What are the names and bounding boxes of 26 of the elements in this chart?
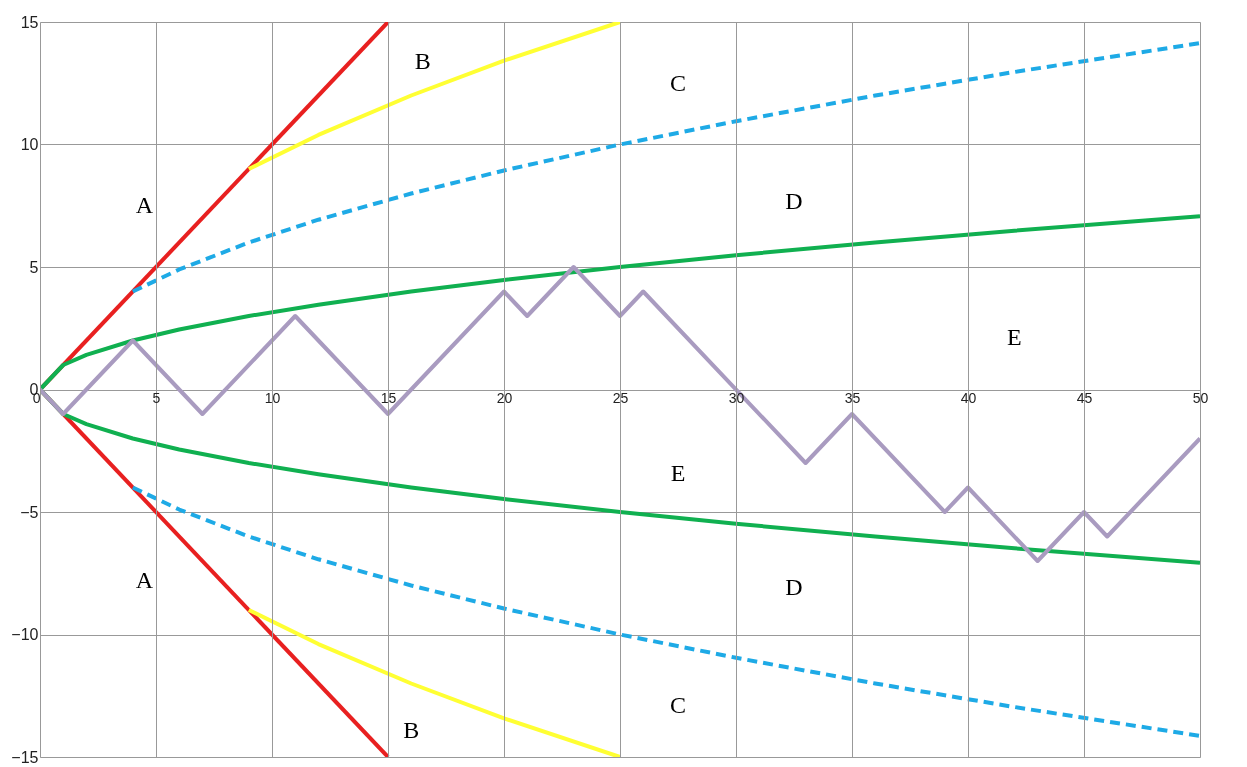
x-tick-label: 40 xyxy=(960,390,977,406)
y-tick-label: 5 xyxy=(29,258,39,276)
x-tick-label: 15 xyxy=(380,390,397,406)
annotation: E xyxy=(1007,324,1022,351)
x-tick-label: 5 xyxy=(152,390,161,406)
annotation: D xyxy=(785,188,803,215)
y-tick-label: −15 xyxy=(11,748,39,766)
annotation: B xyxy=(403,717,420,744)
annotation: B xyxy=(414,48,431,75)
annotation: E xyxy=(670,460,686,487)
x-tick-label: 20 xyxy=(496,390,513,406)
x-tick-label: 30 xyxy=(728,390,745,406)
annotation: A xyxy=(135,191,154,218)
annotation: D xyxy=(785,573,803,600)
annotation: C xyxy=(669,70,687,97)
x-tick-label: 50 xyxy=(1192,390,1209,406)
y-tick-label: −5 xyxy=(20,503,39,521)
x-tick-label: 25 xyxy=(612,390,629,406)
y-tick-label: 10 xyxy=(20,136,39,153)
y-tick-label: 15 xyxy=(20,13,39,31)
y-tick-label: −10 xyxy=(11,626,39,643)
annotation: C xyxy=(669,691,687,718)
x-tick-label: 45 xyxy=(1076,390,1093,406)
annotation: A xyxy=(135,566,154,593)
x-tick-label: 35 xyxy=(844,390,861,406)
x-tick-label: 10 xyxy=(264,390,281,406)
